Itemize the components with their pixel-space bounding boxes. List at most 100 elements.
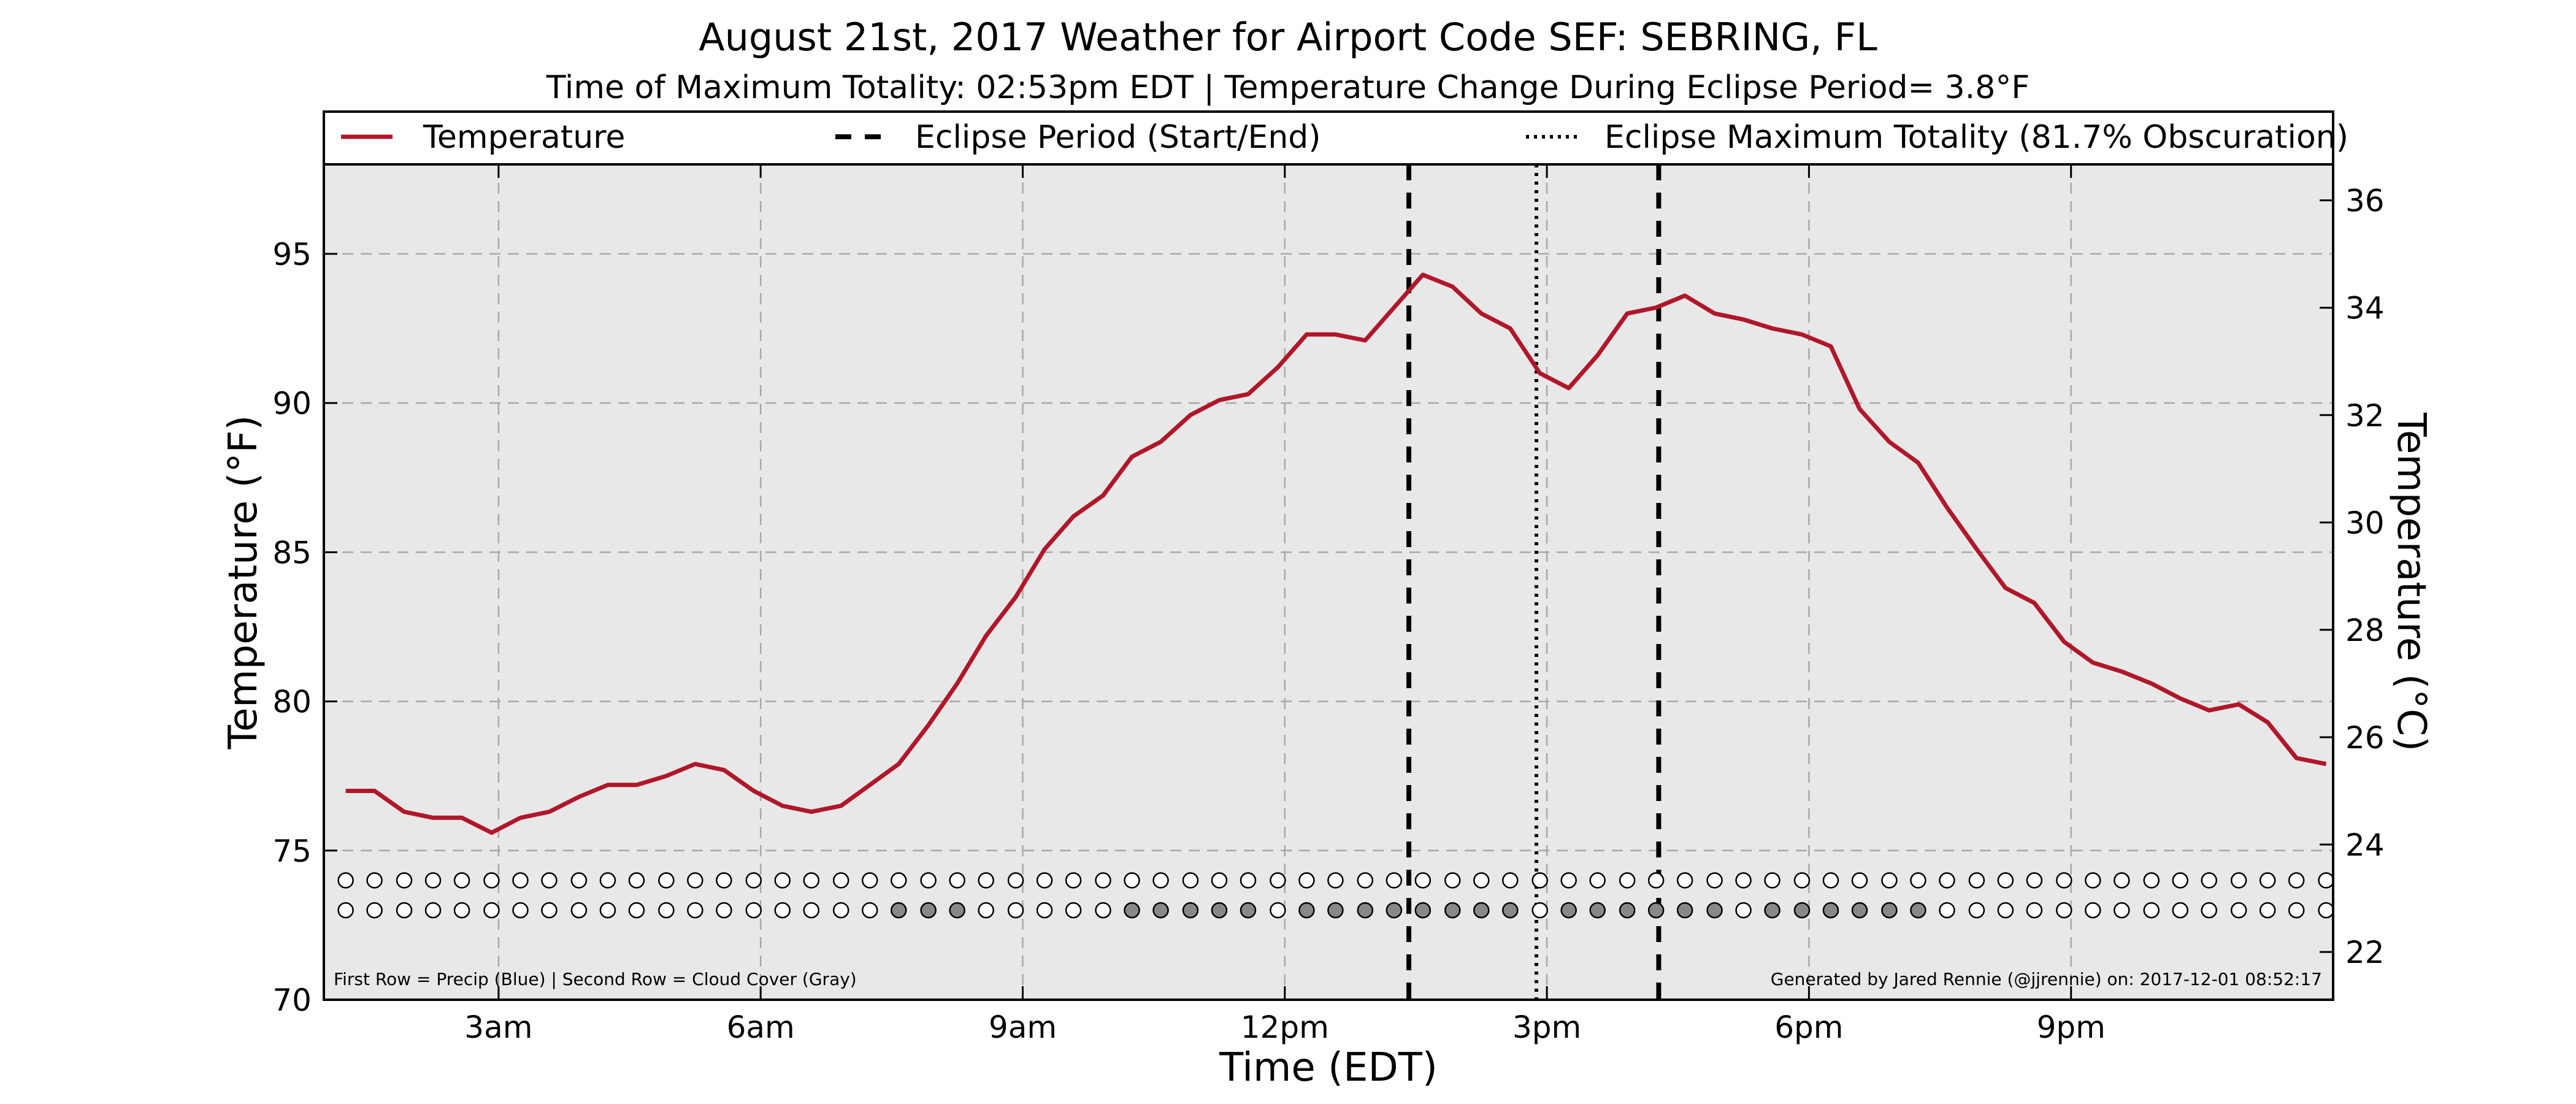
precip-dot bbox=[1706, 872, 1723, 889]
precip-dot bbox=[745, 872, 762, 889]
precip-dot bbox=[1036, 872, 1053, 889]
cloud-cover-dot bbox=[1386, 902, 1403, 919]
y-tick-label-right: 22 bbox=[2345, 935, 2385, 970]
y-tick-label-right: 34 bbox=[2345, 291, 2385, 326]
cloud-cover-dot bbox=[1647, 902, 1665, 919]
precip-dot bbox=[1881, 872, 1898, 889]
cloud-cover-dot bbox=[541, 902, 558, 919]
x-tick-label: 12pm bbox=[1241, 1010, 1329, 1045]
cloud-cover-dot bbox=[366, 902, 383, 919]
precip-dot bbox=[890, 872, 907, 889]
precip-dot bbox=[366, 872, 383, 889]
cloud-cover-dot bbox=[1851, 902, 1868, 919]
cloud-cover-dot bbox=[1793, 902, 1811, 919]
x-tick-label: 6pm bbox=[1774, 1010, 1843, 1045]
cloud-cover-dot bbox=[1939, 902, 1955, 919]
precip-dot bbox=[2172, 872, 2188, 889]
legend-eclipse-period-label: Eclipse Period (Start/End) bbox=[915, 119, 1321, 156]
y-tick-label-right: 30 bbox=[2345, 505, 2385, 541]
cloud-cover-dot bbox=[1619, 902, 1636, 919]
cloud-cover-dot bbox=[687, 902, 703, 919]
y-axis-label-right: Temperature (°C) bbox=[2388, 412, 2434, 751]
cloud-cover-dot bbox=[920, 902, 937, 919]
precip-dot bbox=[1851, 872, 1868, 889]
precip-dot bbox=[1152, 872, 1169, 889]
precip-dot bbox=[774, 872, 791, 889]
y-tick-label: 85 bbox=[272, 535, 312, 570]
footnote-left: First Row = Precip (Blue) | Second Row =… bbox=[334, 969, 857, 989]
cloud-cover-dot bbox=[1881, 902, 1898, 919]
cloud-cover-dot bbox=[774, 902, 791, 919]
precip-dot bbox=[1182, 872, 1199, 889]
x-ticks: 3am 6am 9am 12pm 3pm 6pm 9pm bbox=[464, 164, 2106, 1045]
cloud-cover-dot bbox=[949, 902, 965, 919]
cloud-cover-dot bbox=[1270, 902, 1286, 919]
cloud-cover-dot bbox=[512, 902, 529, 919]
precip-dot bbox=[716, 872, 732, 889]
precip-dot bbox=[1444, 872, 1461, 889]
cloud-cover-dot bbox=[424, 902, 442, 919]
chart-subtitle: Time of Maximum Totality: 02:53pm EDT | … bbox=[546, 69, 2030, 106]
x-tick-label: 6am bbox=[727, 1010, 795, 1045]
cloud-cover-dot bbox=[2143, 902, 2160, 919]
precip-dot bbox=[483, 872, 500, 889]
cloud-cover-dot bbox=[1124, 902, 1140, 919]
precip-dot bbox=[1939, 872, 1955, 889]
precip-dot bbox=[2230, 872, 2247, 889]
y-tick-label-right: 28 bbox=[2345, 613, 2385, 648]
cloud-cover-dot bbox=[570, 902, 588, 919]
precip-dot bbox=[1560, 872, 1577, 889]
precip-dot bbox=[396, 872, 413, 889]
cloud-cover-dot bbox=[1240, 902, 1257, 919]
precip-dot bbox=[687, 872, 703, 889]
precip-dot bbox=[1997, 872, 2014, 889]
precip-dot bbox=[1764, 872, 1781, 889]
precip-dot bbox=[2288, 872, 2305, 889]
cloud-cover-dot bbox=[1357, 902, 1374, 919]
precip-dot bbox=[1502, 872, 1519, 889]
cloud-cover-dot bbox=[2230, 902, 2247, 919]
precip-dot bbox=[1968, 872, 1985, 889]
precip-dot bbox=[1473, 872, 1490, 889]
precip-dot bbox=[1589, 872, 1606, 889]
cloud-cover-dot bbox=[1910, 902, 1926, 919]
legend-temperature-label: Temperature bbox=[423, 119, 625, 156]
precip-dot bbox=[1531, 872, 1548, 889]
footnote-right: Generated by Jared Rennie (@jjrennie) on… bbox=[1771, 969, 2322, 989]
legend-box bbox=[323, 110, 2334, 166]
precip-dot bbox=[424, 872, 442, 889]
cloud-cover-dot bbox=[337, 902, 354, 919]
cloud-cover-dot bbox=[745, 902, 762, 919]
cloud-cover-dot bbox=[1065, 902, 1082, 919]
y-tick-label-right: 32 bbox=[2345, 398, 2385, 434]
eclipse-lines bbox=[1406, 164, 1662, 1000]
legend-eclipse-max-label: Eclipse Maximum Totality (81.7% Obscurat… bbox=[1604, 119, 2348, 156]
cloud-cover-dot bbox=[1764, 902, 1781, 919]
precip-dot bbox=[1270, 872, 1286, 889]
cloud-cover-dot bbox=[890, 902, 907, 919]
precip-dot bbox=[1124, 872, 1140, 889]
y-tick-label: 80 bbox=[272, 684, 312, 720]
precip-dot bbox=[2026, 872, 2043, 889]
precip-dot bbox=[949, 872, 965, 889]
precip-dot bbox=[599, 872, 616, 889]
precip-dot bbox=[541, 872, 558, 889]
cloud-cover-dot bbox=[1589, 902, 1606, 919]
cloud-cover-dot bbox=[1822, 902, 1839, 919]
cloud-cover-dot bbox=[396, 902, 413, 919]
precip-dot bbox=[1386, 872, 1403, 889]
cloud-cover-dot bbox=[2114, 902, 2130, 919]
cloud-cover-dot bbox=[1007, 902, 1024, 919]
precip-dot bbox=[2114, 872, 2130, 889]
precip-dot bbox=[861, 872, 878, 889]
cloud-cover-dot bbox=[832, 902, 849, 919]
precip-dot bbox=[1647, 872, 1665, 889]
precip-dot bbox=[1327, 872, 1344, 889]
precip-dot bbox=[1065, 872, 1082, 889]
precip-dot bbox=[453, 872, 470, 889]
precip-dot bbox=[1357, 872, 1374, 889]
precip-dot bbox=[1211, 872, 1228, 889]
y-tick-label: 95 bbox=[272, 237, 312, 272]
cloud-cover-dot bbox=[978, 902, 994, 919]
